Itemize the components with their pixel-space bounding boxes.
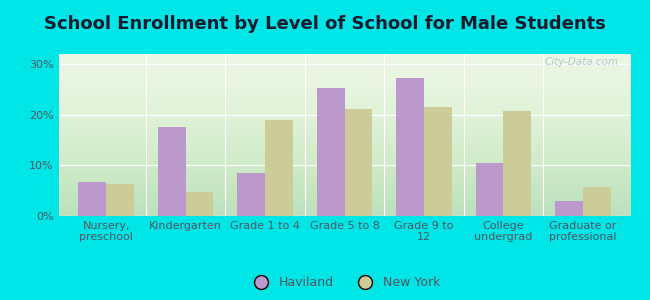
Bar — [476, 163, 503, 216]
Bar — [158, 128, 186, 216]
Bar — [79, 182, 106, 216]
Bar — [317, 88, 345, 216]
Text: City-Data.com: City-Data.com — [545, 57, 619, 67]
Bar — [583, 187, 610, 216]
Bar — [265, 120, 293, 216]
Bar — [106, 184, 134, 216]
Bar — [503, 111, 531, 216]
Bar — [186, 192, 213, 216]
Bar — [344, 109, 372, 216]
Legend: Haviland, New York: Haviland, New York — [244, 271, 445, 294]
Bar — [396, 78, 424, 216]
Bar — [237, 173, 265, 216]
Text: School Enrollment by Level of School for Male Students: School Enrollment by Level of School for… — [44, 15, 606, 33]
Bar — [424, 107, 452, 216]
Bar — [555, 201, 583, 216]
